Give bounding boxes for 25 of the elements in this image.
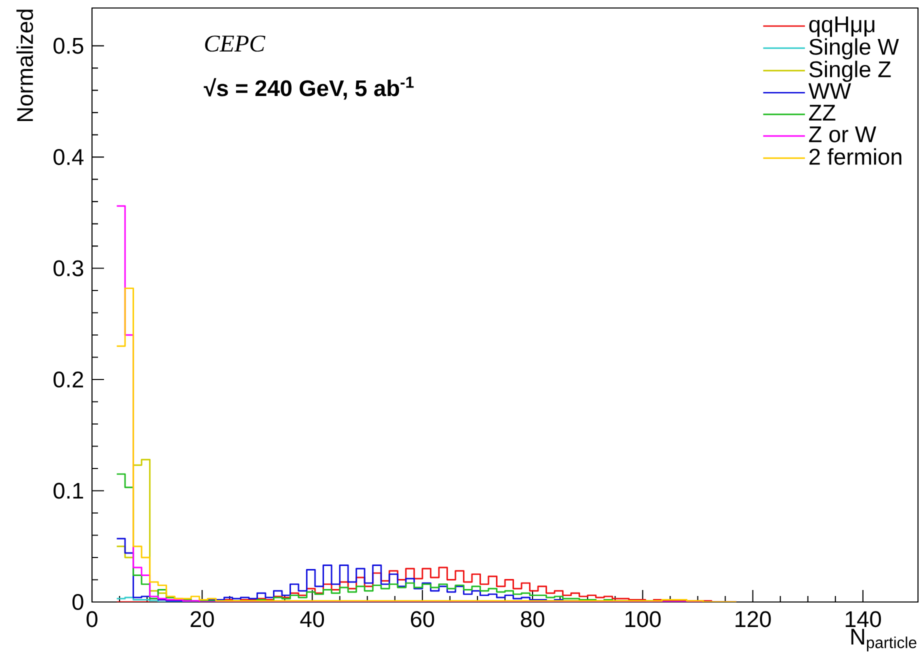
- legend-label: Single W: [809, 38, 899, 60]
- y-tick-label: 0.2: [54, 371, 84, 388]
- legend-label: Single Z: [809, 60, 891, 82]
- y-tick-label: 0.1: [54, 482, 84, 499]
- legend-label: ZZ: [809, 104, 836, 120]
- legend-label: Z or W: [809, 126, 876, 142]
- x-tick-label: 80: [520, 611, 544, 628]
- legend-label: 2 fermion: [809, 148, 902, 165]
- x-axis-title: N$_{particle}$: [851, 628, 916, 652]
- x-tick-label: 120: [736, 611, 771, 628]
- x-tick-label: 140: [846, 611, 881, 628]
- x-tick-label: 60: [410, 611, 434, 628]
- legend-label: WW: [808, 83, 852, 99]
- x-tick-label: 20: [190, 611, 214, 628]
- x-tick-label: 0: [86, 611, 98, 628]
- x-tick-label: 100: [625, 611, 661, 628]
- x-tick-label: 40: [300, 611, 324, 628]
- y-tick-label: 0.3: [54, 260, 84, 276]
- y-tick-label: 0: [72, 594, 84, 610]
- y-tick-label: 0.4: [54, 149, 84, 166]
- annotation: CEPC: [205, 36, 266, 52]
- y-tick-label: 0.5: [54, 38, 84, 54]
- annotation: √s = 240 GeV, 5 ab$^{-1}$: [204, 76, 414, 100]
- legend-label: qqHμμ: [809, 16, 874, 37]
- y-axis-title: Normalized: [16, 10, 34, 122]
